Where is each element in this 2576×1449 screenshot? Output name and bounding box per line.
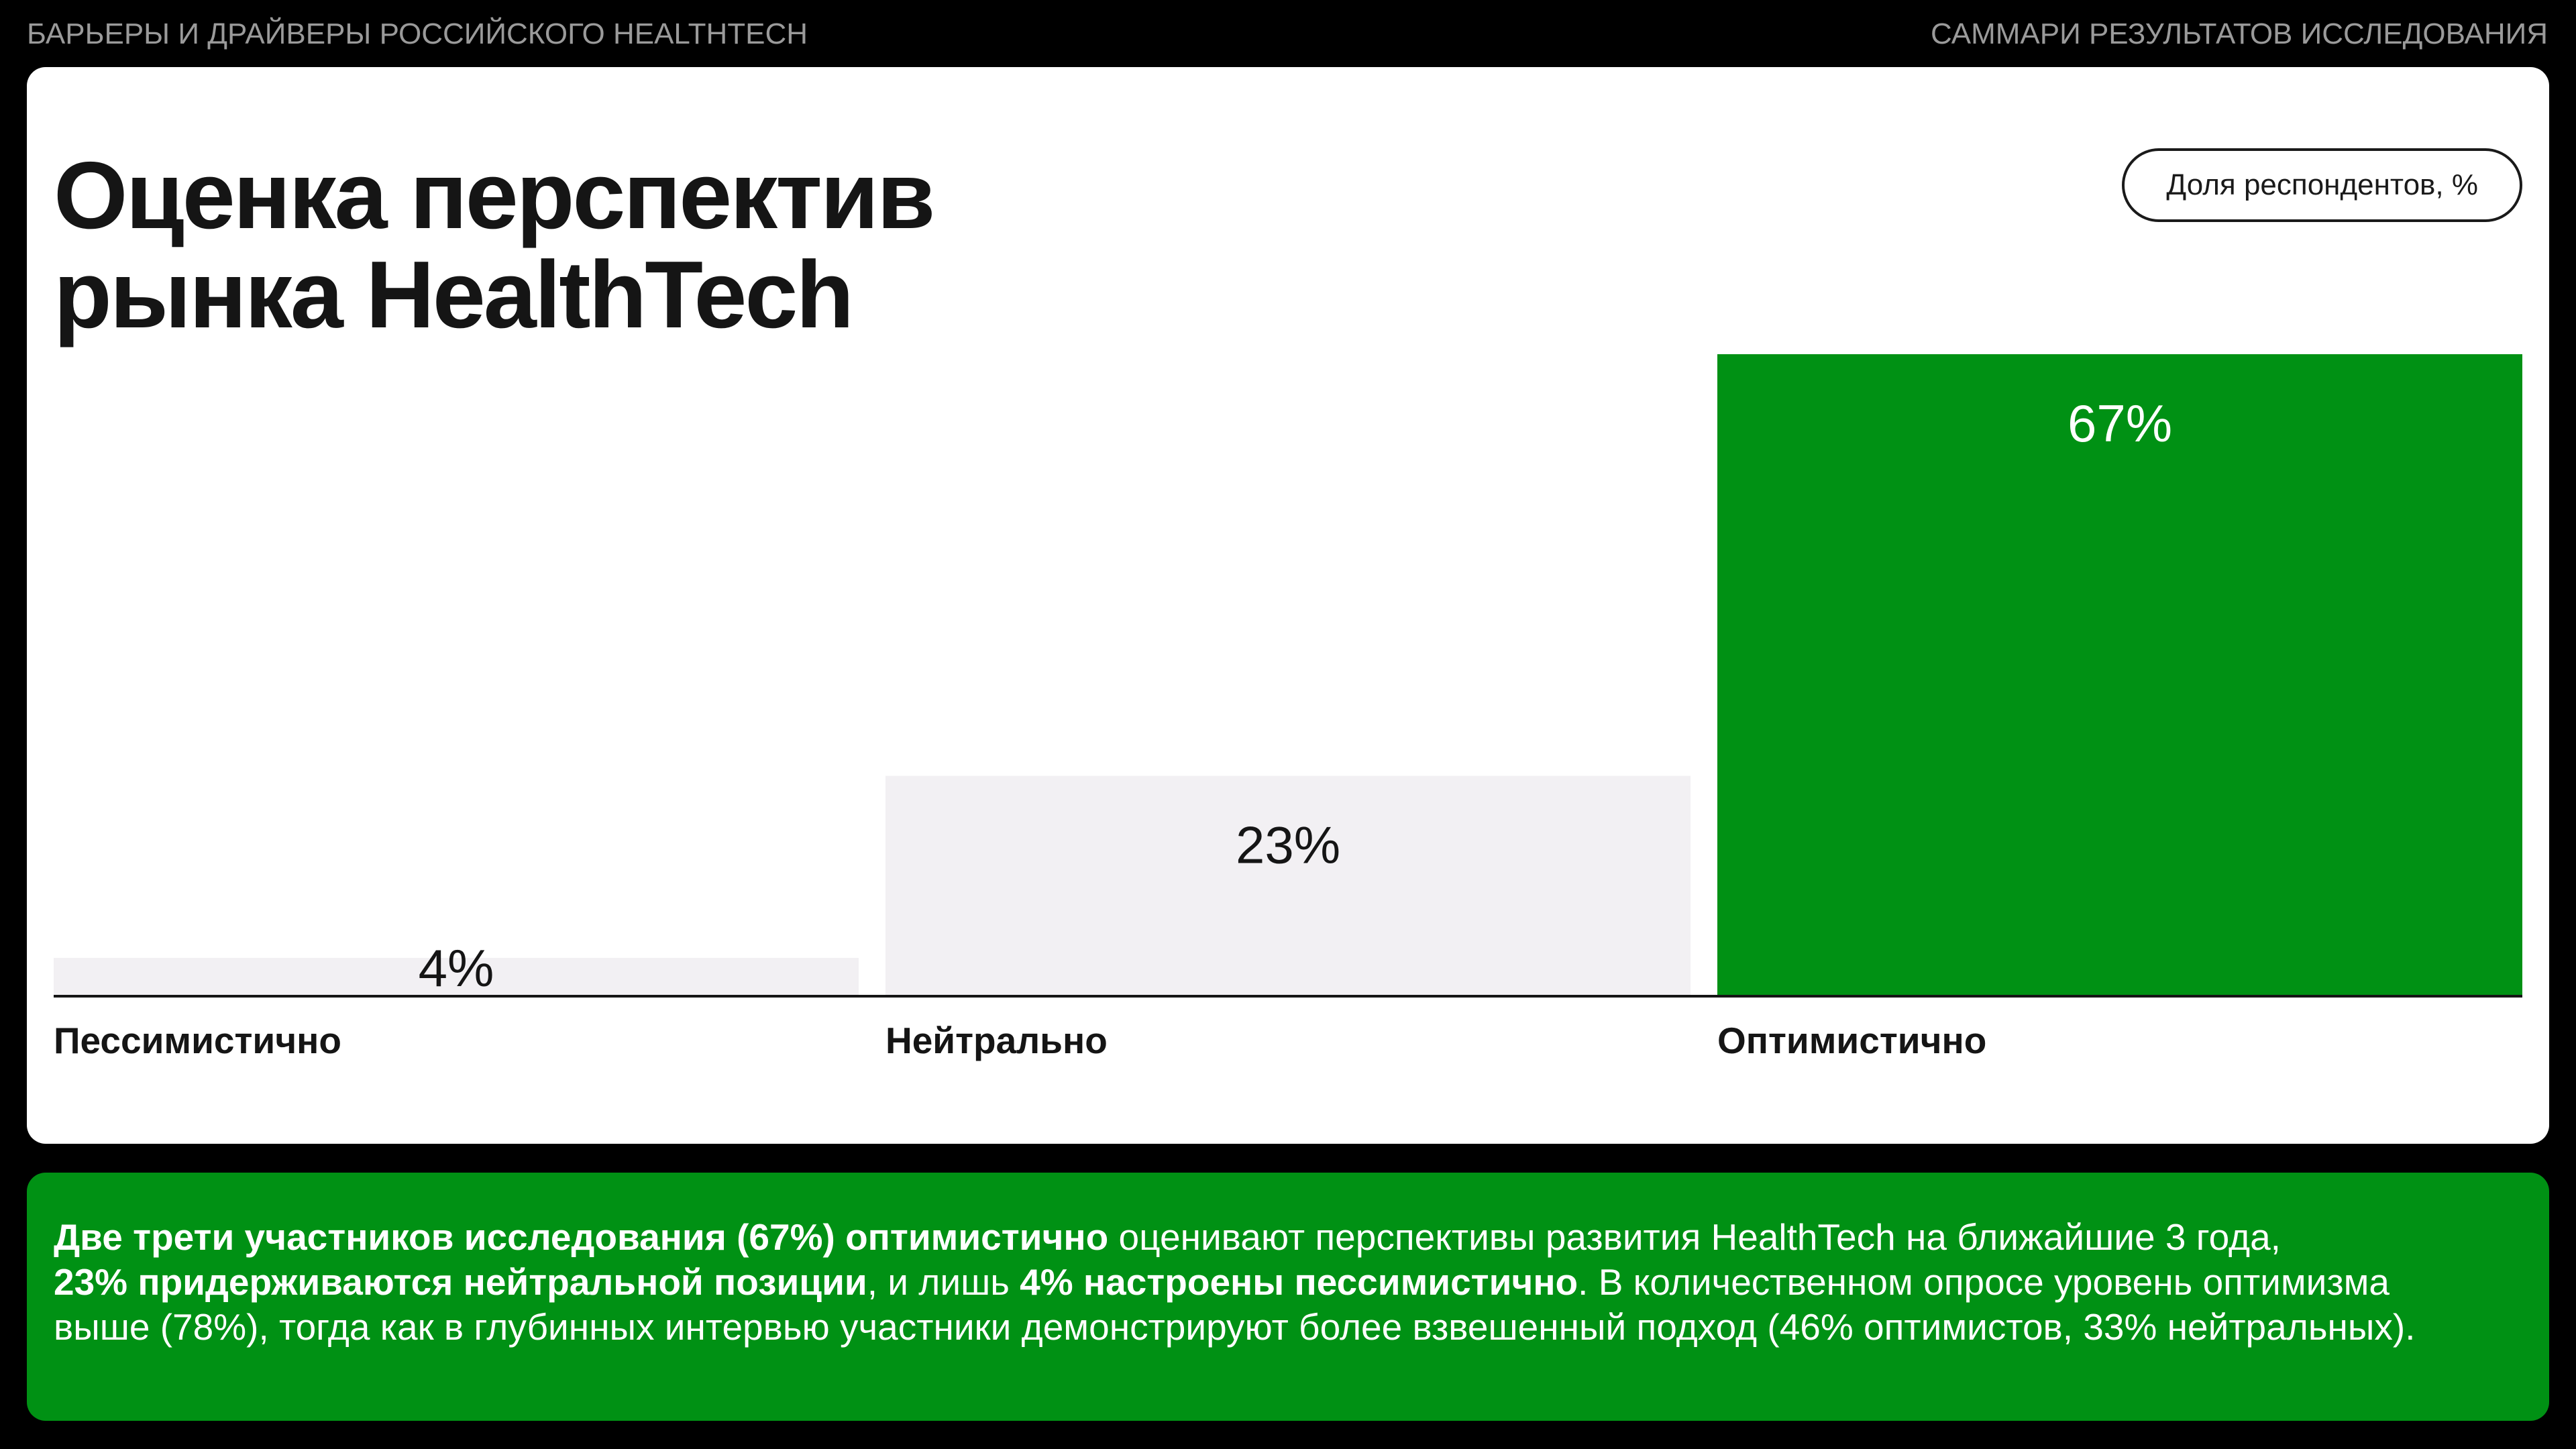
bar-2 xyxy=(885,775,1690,996)
summary-text-3: . В количественном опросе уровень оптими… xyxy=(1578,1261,2390,1303)
bar-1 xyxy=(54,957,859,996)
bar-3 xyxy=(1717,354,2522,996)
bar-value-label-3: 67% xyxy=(2068,394,2172,453)
summary-bold-2: 23% придерживаются нейтральной позиции xyxy=(54,1261,867,1303)
section-caption: САММАРИ РЕЗУЛЬТАТОВ ИССЛЕДОВАНИЯ xyxy=(1930,17,2548,50)
category-label-1: Пессимистично xyxy=(54,1020,341,1061)
bar-value-label-2: 23% xyxy=(1236,815,1340,874)
bar-value-label-1: 4% xyxy=(419,938,494,998)
bar-chart: 4% Пессимистично 23% Нейтрально 67% Оптимисти… xyxy=(54,354,2522,1061)
category-label-3: Оптимистично xyxy=(1717,1020,1986,1061)
category-label-2: Нейтрально xyxy=(885,1020,1108,1061)
title-line-2: рынка HealthTech xyxy=(54,241,854,348)
top-bar: БАРЬЕРЫ И ДРАЙВЕРЫ РОССИЙСКОГО HEALTHTEC… xyxy=(0,0,2576,67)
chart-card: 4% Пессимистично 23% Нейтрально 67% Оптимисти… xyxy=(27,67,2549,1144)
report-caption: БАРЬЕРЫ И ДРАЙВЕРЫ РОССИЙСКОГО HEALTHTEC… xyxy=(27,17,808,50)
summary-text-1: оценивают перспективы развития HealthTec… xyxy=(1108,1216,2281,1258)
title-line-1: Оценка перспектив xyxy=(54,142,935,249)
unit-badge: Доля респондентов, % xyxy=(2122,148,2522,222)
summary-text-4: выше (78%), тогда как в глубинных интерв… xyxy=(54,1306,2416,1348)
page-title: Оценка перспектив рынка HealthTech xyxy=(54,146,1194,345)
summary-text-2: , и лишь xyxy=(867,1261,1020,1303)
summary-panel: Две трети участников исследования (67%) … xyxy=(27,1173,2549,1421)
summary-bold-3: 4% настроены пессимистично xyxy=(1020,1261,1578,1303)
summary-bold-1: Две трети участников исследования (67%) … xyxy=(54,1216,1109,1258)
